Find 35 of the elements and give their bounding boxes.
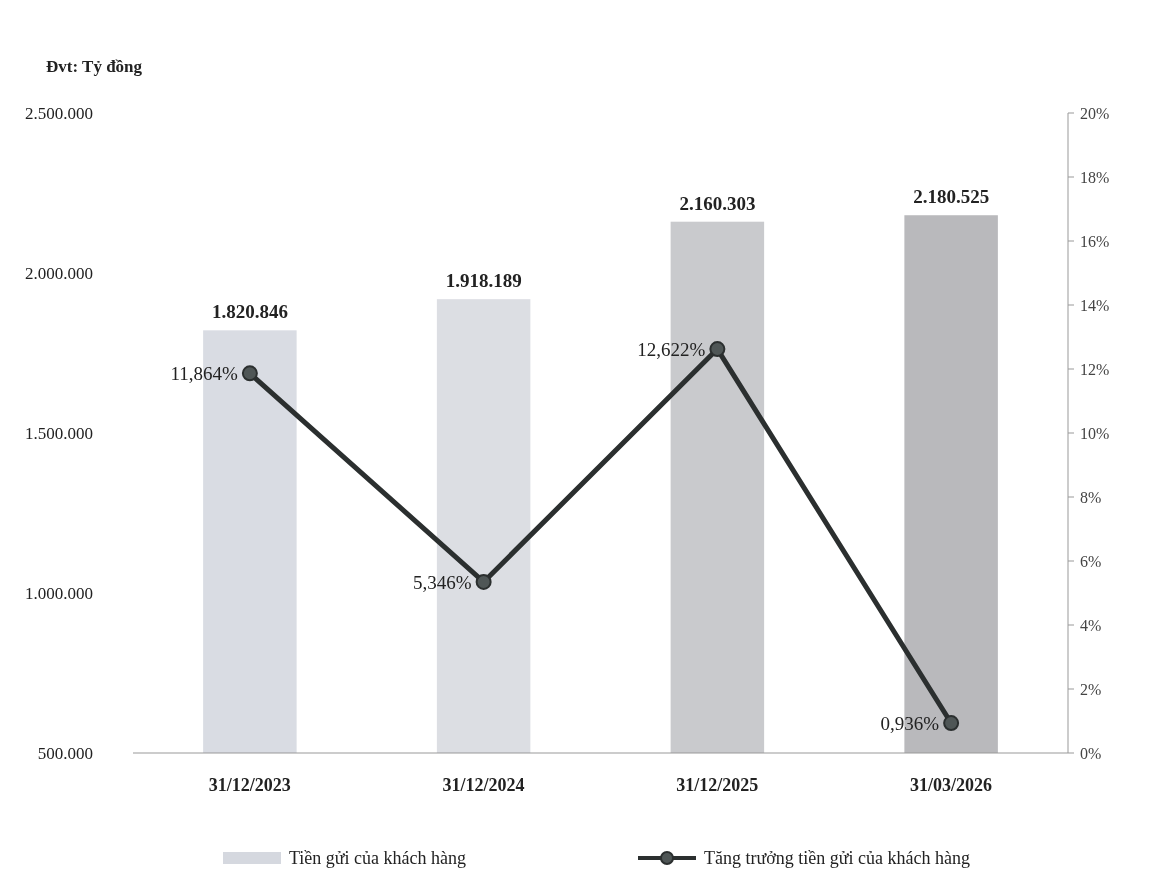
point: [709, 341, 726, 358]
y-tick-label: 2.000.000: [25, 264, 93, 283]
point: [475, 573, 492, 590]
y2-tick-label: 2%: [1080, 681, 1102, 698]
y2-tick-label: 8%: [1080, 489, 1102, 506]
y2-tick-label: 18%: [1080, 169, 1110, 186]
y2-tick-label: 14%: [1080, 297, 1110, 314]
y2-tick-label: 4%: [1080, 617, 1102, 634]
x-tick-label: 31/03/2026: [910, 775, 993, 795]
y-tick-label: 2.500.000: [25, 104, 93, 123]
data-label: 1.820.846: [211, 301, 288, 323]
legend-label: Tiền gửi của khách hàng: [289, 848, 467, 868]
data-label: 0,936%: [880, 713, 940, 735]
data-label: 2.180.525: [913, 186, 990, 208]
y2-tick-label: 6%: [1080, 553, 1102, 570]
y-axis-title: Đvt: Tỷ đồng: [46, 57, 143, 76]
y2-tick-label: 0%: [1080, 745, 1102, 762]
x-tick-label: 31/12/2023: [208, 775, 291, 795]
legend-label: Tăng trưởng tiền gửi của khách hàng: [704, 848, 970, 868]
y2-tick-label: 10%: [1080, 425, 1110, 442]
x-tick-label: 31/12/2025: [676, 775, 759, 795]
y-tick-label: 500.000: [37, 744, 93, 763]
data-label: 12,622%: [637, 339, 706, 361]
point: [943, 715, 960, 732]
y2-tick-label: 16%: [1080, 233, 1110, 250]
data-label: 11,864%: [170, 363, 239, 385]
data-label: 2.160.303: [679, 192, 756, 214]
x-tick-label: 31/12/2024: [442, 775, 525, 795]
y-tick-label: 1.000.000: [25, 584, 93, 603]
y-tick-label: 1.500.000: [25, 424, 93, 443]
data-label: 5,346%: [413, 571, 472, 593]
y2-tick-label: 20%: [1080, 105, 1110, 122]
data-label: 1.918.189: [445, 270, 522, 292]
point: [241, 365, 258, 382]
y2-tick-label: 12%: [1080, 361, 1110, 378]
